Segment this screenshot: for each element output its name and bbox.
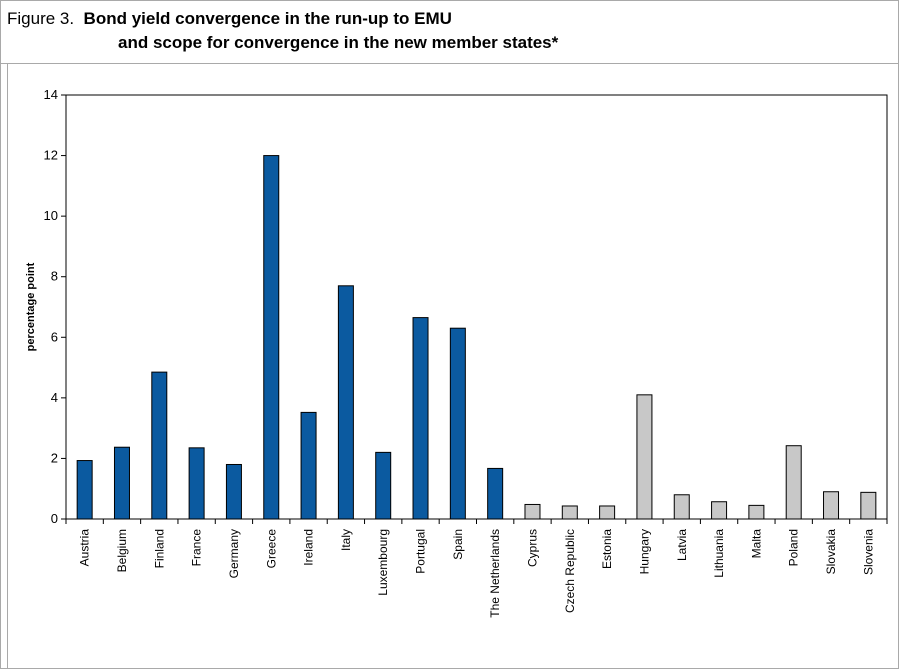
x-tick-label: Hungary	[637, 529, 651, 574]
x-tick-label: Latvia	[675, 529, 689, 561]
y-tick-label: 14	[44, 87, 58, 102]
bar-ireland	[300, 411, 317, 520]
bar-portugal	[412, 317, 429, 520]
x-tick-label: Spain	[451, 529, 465, 560]
x-tick-label: Portugal	[414, 529, 428, 574]
figure-title-line1: Figure 3. Bond yield convergence in the …	[7, 9, 452, 29]
bar-the-netherlands	[487, 467, 504, 520]
x-tick-label: Germany	[227, 529, 241, 578]
y-tick-label: 8	[51, 269, 58, 284]
bar-cyprus	[524, 503, 541, 520]
x-tick-label: Lithuania	[712, 529, 726, 578]
x-tick-label: Greece	[264, 529, 278, 569]
bar-estonia	[599, 505, 616, 520]
bar-greece	[263, 155, 280, 520]
x-tick-label: Slovenia	[861, 529, 875, 575]
bar-luxembourg	[375, 451, 392, 520]
x-tick-label: Cyprus	[525, 529, 539, 567]
bar-germany	[225, 463, 242, 520]
bar-italy	[337, 285, 354, 520]
y-tick-label: 10	[44, 208, 58, 223]
x-tick-label: The Netherlands	[488, 529, 502, 618]
x-tick-label: Luxembourg	[376, 529, 390, 596]
y-tick-label: 6	[51, 329, 58, 344]
left-rule	[1, 63, 8, 668]
x-tick-label: Italy	[339, 529, 353, 551]
bar-france	[188, 447, 205, 520]
x-tick-label: Estonia	[600, 529, 614, 569]
bar-latvia	[673, 494, 690, 520]
y-tick-label: 0	[51, 511, 58, 526]
x-tick-label: Belgium	[115, 529, 129, 572]
bar-spain	[449, 327, 466, 520]
y-axis-label: percentage point	[25, 262, 37, 351]
figure-title-box: Figure 3. Bond yield convergence in the …	[1, 1, 898, 64]
x-tick-label: Poland	[787, 529, 801, 566]
figure-title-line2: and scope for convergence in the new mem…	[118, 33, 559, 52]
bar-malta	[748, 504, 765, 520]
bar-slovenia	[860, 491, 877, 520]
bar-czech-republic	[561, 505, 578, 520]
x-tick-label: Ireland	[302, 529, 316, 566]
x-tick-label: Finland	[152, 529, 166, 568]
figure-title-text1: Bond yield convergence in the run-up to …	[83, 9, 452, 28]
bar-slovakia	[823, 491, 840, 520]
y-axis: 0 2 4 6 8 10 12 14	[44, 87, 66, 526]
bar-austria	[76, 460, 93, 520]
y-tick-label: 12	[44, 148, 58, 163]
bar-lithuania	[711, 501, 728, 520]
x-tick-label: Austria	[78, 529, 92, 567]
x-axis-labels: Austria Belgium Finland France Germany Greece…	[65, 519, 888, 618]
figure-label: Figure 3.	[7, 9, 75, 28]
bar-belgium	[113, 446, 130, 520]
bars	[76, 155, 877, 520]
x-tick-label: Slovakia	[824, 529, 838, 575]
y-tick-label: 4	[51, 390, 58, 405]
bar-hungary	[636, 394, 653, 520]
bar-poland	[785, 445, 802, 520]
x-tick-label: Malta	[749, 529, 763, 559]
x-tick-label: Czech Republic	[563, 529, 577, 613]
y-tick-label: 2	[51, 450, 58, 465]
bar-finland	[151, 371, 168, 520]
x-tick-label: France	[190, 529, 204, 567]
